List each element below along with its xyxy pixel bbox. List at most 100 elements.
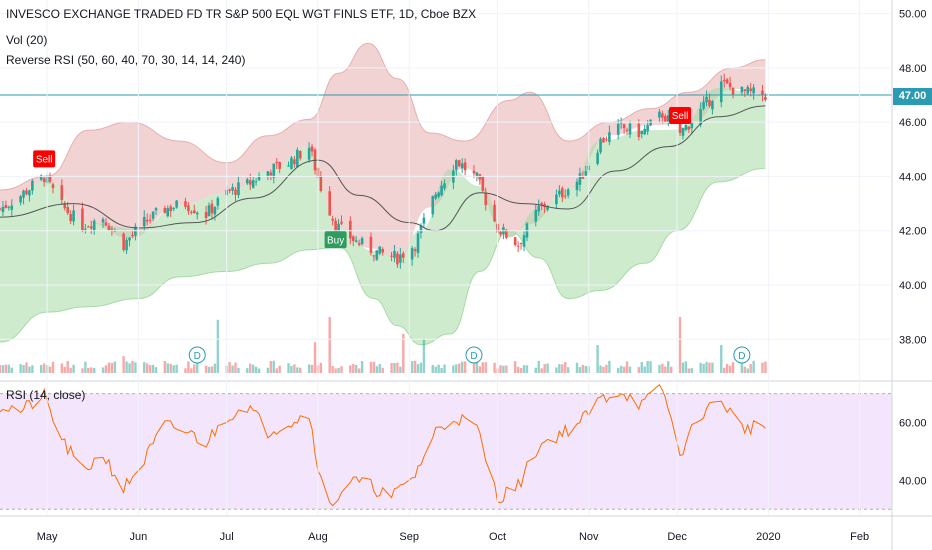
candle-body (210, 203, 214, 214)
price-axis-tick: 44.00 (899, 171, 927, 183)
candle-body (69, 214, 72, 222)
volume-bar (72, 364, 75, 373)
volume-bar (104, 365, 108, 373)
candle-body (275, 161, 279, 163)
volume-bar (128, 363, 131, 373)
candle-body (599, 138, 602, 153)
candle-body (602, 137, 605, 143)
volume-bar (369, 361, 373, 373)
candle-body (546, 206, 549, 210)
volume-bar (313, 342, 317, 373)
buy-signal-marker (324, 231, 347, 249)
candle-body (169, 206, 173, 212)
candle-body (25, 190, 28, 195)
volume-bar (66, 361, 69, 373)
candle-body (357, 243, 361, 245)
candle-body (402, 253, 405, 258)
time-axis-tick: Dec (667, 531, 687, 543)
volume-bar (687, 368, 691, 373)
candle-body (42, 178, 46, 182)
time-axis-tick: Nov (579, 531, 599, 543)
volume-bar (599, 365, 602, 373)
reverse-rsi-bands (0, 42, 766, 346)
candle-body (563, 195, 567, 197)
volume-bar (166, 363, 170, 373)
volume-bar (602, 366, 605, 373)
candle-body (687, 126, 691, 130)
candle-body (605, 139, 608, 141)
volume-bar (40, 364, 43, 373)
volume-bar (266, 367, 270, 373)
volume-bar (513, 361, 517, 373)
price-axis-tick: 48.00 (899, 63, 927, 75)
volume-bar (228, 362, 231, 373)
volume-bar (458, 363, 461, 373)
candle-body (372, 255, 376, 257)
volume-bar (584, 366, 588, 373)
candle-body (298, 151, 302, 159)
candle-body (22, 190, 25, 198)
volume-bar (749, 364, 752, 373)
candle-body (484, 193, 488, 206)
volume-bar (310, 364, 314, 373)
candle-body (81, 208, 84, 231)
candle-body (319, 175, 323, 192)
volume-bar (131, 360, 134, 373)
candle-body (658, 111, 661, 118)
volume-bar (705, 361, 708, 373)
candle-body (457, 160, 461, 167)
volume-bar (463, 361, 467, 373)
candle-body (711, 101, 714, 110)
candle-body (87, 226, 90, 228)
candle-body (390, 255, 393, 257)
volume-bar (372, 361, 376, 373)
candle-body (534, 209, 538, 222)
volume-bar (90, 367, 93, 373)
candle-body (440, 185, 443, 196)
volume-bar (110, 362, 114, 373)
candle-body (752, 87, 755, 94)
volume-bar (711, 362, 714, 373)
candle-body (234, 189, 237, 195)
volume-bar (431, 365, 434, 373)
candle-body (608, 132, 611, 142)
candle-body (381, 249, 385, 253)
candle-body (340, 221, 343, 224)
volume-bar (207, 366, 211, 373)
candle-body (166, 208, 170, 217)
candle-body (195, 212, 199, 215)
volume-bar (505, 365, 508, 373)
rsi-pane (0, 382, 892, 515)
volume-bar (63, 366, 66, 373)
volume-bar (25, 362, 28, 373)
candle-body (616, 123, 620, 135)
volume-bar (752, 360, 755, 373)
chart-title: INVESCO EXCHANGE TRADED FD TR S&P 500 EQ… (6, 7, 477, 21)
candle-body (60, 185, 64, 200)
candle-body (113, 230, 117, 232)
sell-signal-marker (33, 150, 56, 168)
sell-signal-label: Sell (36, 154, 53, 165)
candle-body (84, 228, 87, 230)
volume-bar (357, 368, 361, 373)
candle-body (575, 181, 579, 191)
candle-body (761, 90, 764, 96)
candle-body (307, 147, 311, 160)
volume-bar (143, 362, 146, 373)
volume-bar (210, 366, 214, 373)
volume-bar (722, 367, 726, 373)
volume-bar (175, 364, 178, 373)
volume-bar (493, 362, 496, 373)
volume-bar (484, 362, 487, 373)
candle-body (378, 246, 382, 254)
volume-bar (605, 364, 608, 373)
volume-bar (48, 366, 52, 373)
volume-bar (113, 361, 117, 373)
volume-bar (502, 365, 505, 373)
candle-body (578, 173, 582, 185)
candle-body (337, 223, 340, 233)
dividend-label: D (194, 351, 201, 362)
volume-bar (455, 364, 458, 373)
volume-bar (516, 366, 520, 373)
